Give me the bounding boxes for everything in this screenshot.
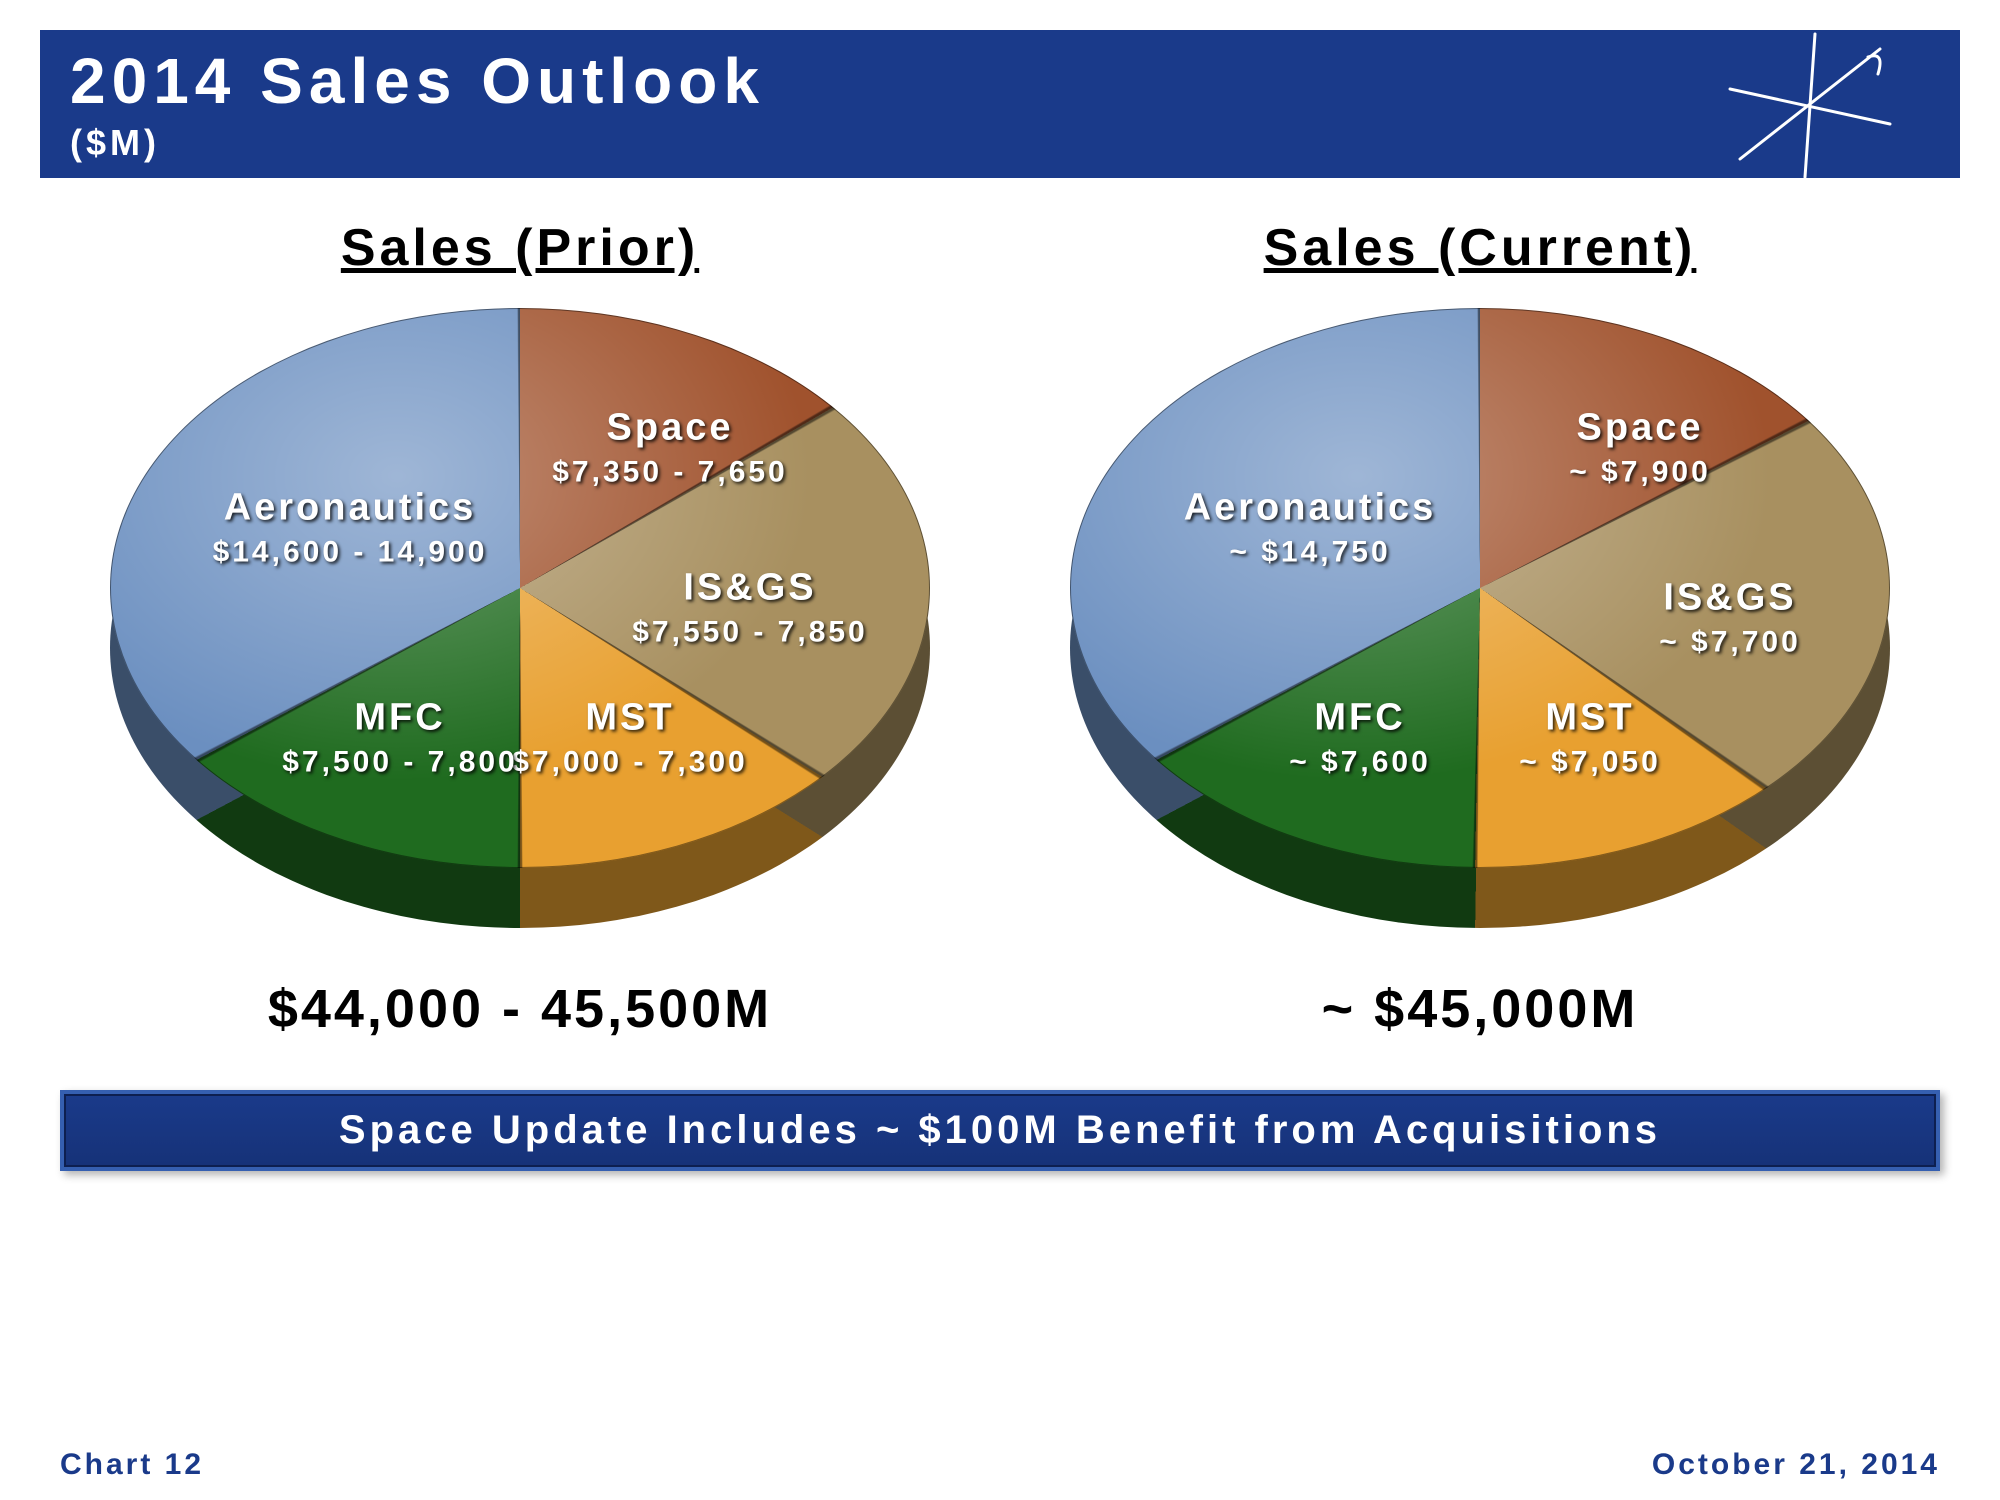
slice-label: Space ~ $7,900 [1569,407,1711,490]
footer: Chart 12 October 21, 2014 [60,1448,1940,1482]
lockheed-star-icon [1720,29,1900,179]
slice-value: $7,350 - 7,650 [552,456,788,490]
slice-label: MST ~ $7,050 [1519,697,1661,780]
slice-value: ~ $14,750 [1184,536,1437,570]
slice-label: IS&GS ~ $7,700 [1659,577,1801,660]
slice-value: $7,550 - 7,850 [632,616,868,650]
slice-label: Space $7,350 - 7,650 [552,407,788,490]
slice-value: $7,000 - 7,300 [512,746,748,780]
slice-label: MST $7,000 - 7,300 [512,697,748,780]
chart-title-current: Sales (Current) [1030,218,1930,278]
title-bar: 2014 Sales Outlook ($M) [40,30,1960,178]
page-title: 2014 Sales Outlook [70,44,1930,118]
slice-value: $14,600 - 14,900 [213,536,488,570]
slice-label: MFC $7,500 - 7,800 [282,697,518,780]
slice-name: Aeronautics [1184,487,1437,530]
total-prior: $44,000 - 45,500M [70,978,970,1040]
slice-name: MST [512,697,748,740]
footer-date: October 21, 2014 [1652,1448,1940,1482]
slice-label: Aeronautics ~ $14,750 [1184,487,1437,570]
slice-value: $7,500 - 7,800 [282,746,518,780]
chart-prior: Sales (Prior) Space $7,350 - 7,650 IS&GS $7… [70,218,970,1040]
slice-name: Aeronautics [213,487,488,530]
slice-name: MFC [282,697,518,740]
pie-chart-prior: Space $7,350 - 7,650 IS&GS $7,550 - 7,850 MS… [110,308,930,928]
slice-name: IS&GS [1659,577,1801,620]
charts-row: Sales (Prior) Space $7,350 - 7,650 IS&GS $7… [40,218,1960,1040]
slide: 2014 Sales Outlook ($M) Sales (Prior) Sp… [0,0,2000,1500]
slice-value: ~ $7,700 [1659,626,1801,660]
slice-name: Space [552,407,788,450]
slice-value: ~ $7,600 [1289,746,1431,780]
unit-label: ($M) [70,122,1930,164]
chart-current: Sales (Current) Space ~ $7,900 IS&GS ~ $7,7… [1030,218,1930,1040]
pie-chart-current: Space ~ $7,900 IS&GS ~ $7,700 MST ~ $7,050 MFC… [1070,308,1890,928]
footer-chart-number: Chart 12 [60,1448,204,1482]
slice-name: Space [1569,407,1711,450]
slice-label: Aeronautics $14,600 - 14,900 [213,487,488,570]
total-current: ~ $45,000M [1030,978,1930,1040]
slice-value: ~ $7,900 [1569,456,1711,490]
chart-title-prior: Sales (Prior) [70,218,970,278]
slice-label: MFC ~ $7,600 [1289,697,1431,780]
callout-bar: Space Update Includes ~ $100M Benefit fr… [60,1090,1940,1171]
slice-name: IS&GS [632,567,868,610]
slice-label: IS&GS $7,550 - 7,850 [632,567,868,650]
slice-name: MST [1519,697,1661,740]
slice-name: MFC [1289,697,1431,740]
slice-value: ~ $7,050 [1519,746,1661,780]
